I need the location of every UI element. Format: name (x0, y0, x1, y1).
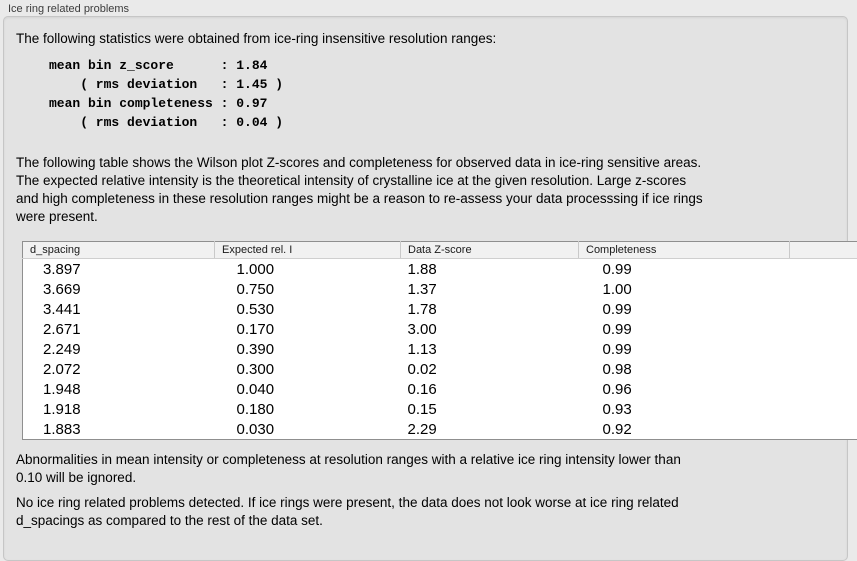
column-header-empty (790, 242, 857, 259)
table-cell: 0.99 (579, 299, 790, 319)
table-cell: 3.441 (23, 299, 215, 319)
table-cell: 0.02 (401, 359, 579, 379)
table-cell-empty (790, 319, 857, 339)
column-header-completeness[interactable]: Completeness (579, 242, 790, 259)
table-cell: 0.99 (579, 259, 790, 280)
table-cell: 0.750 (215, 279, 401, 299)
table-cell: 0.530 (215, 299, 401, 319)
table-cell-empty (790, 379, 857, 399)
window: { "panel": { "title": "Ice ring related … (0, 0, 857, 536)
conclusion-text: No ice ring related problems detected. I… (16, 494, 835, 530)
table-cell: 0.96 (579, 379, 790, 399)
table-cell: 1.00 (579, 279, 790, 299)
table-cell: 1.13 (401, 339, 579, 359)
table-cell: 1.78 (401, 299, 579, 319)
table-cell: 2.671 (23, 319, 215, 339)
ignored-note-text: Abnormalities in mean intensity or compl… (16, 451, 835, 487)
table-cell: 2.072 (23, 359, 215, 379)
group-box-content: The following statistics were obtained f… (4, 17, 847, 530)
table-cell: 1.948 (23, 379, 215, 399)
table-cell-empty (790, 399, 857, 419)
table-cell: 0.15 (401, 399, 579, 419)
table-cell: 0.030 (215, 419, 401, 440)
table-cell: 0.180 (215, 399, 401, 419)
table-cell: 1.37 (401, 279, 579, 299)
table-cell-empty (790, 339, 857, 359)
table-cell-empty (790, 299, 857, 319)
stats-intro-text: The following statistics were obtained f… (16, 30, 835, 48)
table-cell: 2.29 (401, 419, 579, 440)
group-box-title: Ice ring related problems (8, 3, 129, 15)
table-cell: 3.669 (23, 279, 215, 299)
table-cell: 3.897 (23, 259, 215, 280)
table-cell: 3.00 (401, 319, 579, 339)
ice-ring-group-box: The following statistics were obtained f… (3, 16, 848, 561)
table-cell: 0.040 (215, 379, 401, 399)
table-cell: 1.883 (23, 419, 215, 440)
table-cell: 0.170 (215, 319, 401, 339)
table-cell-empty (790, 419, 857, 440)
stats-block: mean bin z_score : 1.84 ( rms deviation … (49, 56, 835, 132)
table-cell-empty (790, 259, 857, 280)
table-cell: 0.99 (579, 339, 790, 359)
column-header-d-spacing[interactable]: d_spacing (23, 242, 215, 259)
table-cell: 0.99 (579, 319, 790, 339)
table-cell-empty (790, 279, 857, 299)
table-cell: 1.918 (23, 399, 215, 419)
table-cell-empty (790, 359, 857, 379)
table-cell: 0.300 (215, 359, 401, 379)
table-cell: 1.000 (215, 259, 401, 280)
table-description-text: The following table shows the Wilson plo… (16, 154, 835, 226)
column-header-expected-rel-i[interactable]: Expected rel. I (215, 242, 401, 259)
table-cell: 0.98 (579, 359, 790, 379)
column-header-data-z-score[interactable]: Data Z-score (401, 242, 579, 259)
table-cell: 0.93 (579, 399, 790, 419)
table-cell: 2.249 (23, 339, 215, 359)
table-cell: 0.92 (579, 419, 790, 440)
table-cell: 1.88 (401, 259, 579, 280)
table-cell: 0.390 (215, 339, 401, 359)
table-cell: 0.16 (401, 379, 579, 399)
